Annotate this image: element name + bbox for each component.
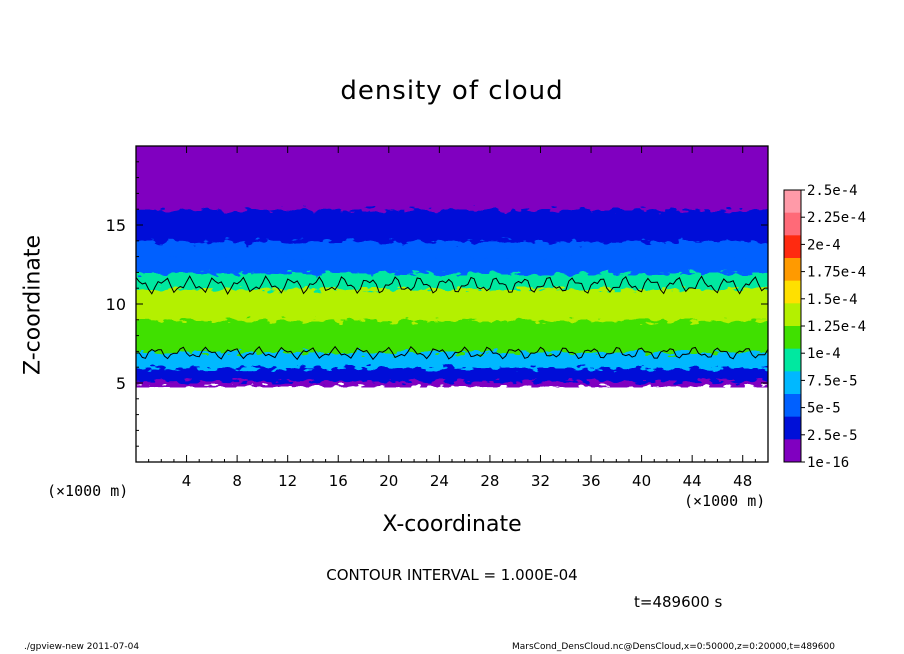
y-axis-label: Z-coordinate [20, 235, 46, 375]
colorbar-swatch [784, 190, 801, 214]
density-band [136, 380, 768, 388]
x-tick-label: 28 [480, 472, 499, 490]
chart-title: density of cloud [340, 76, 564, 106]
x-axis-label: X-coordinate [382, 512, 522, 537]
colorbar-swatch [784, 258, 801, 282]
colorbar-swatch [784, 416, 801, 440]
colorbar-swatch [784, 280, 801, 304]
y-tick-label: 10 [106, 295, 126, 314]
x-tick-label: 12 [278, 472, 297, 490]
colorbar-label: 2.25e-4 [807, 210, 866, 226]
density-band [136, 161, 768, 179]
density-band [136, 319, 768, 337]
density-band [136, 209, 768, 226]
colorbar-label: 2.5e-5 [807, 428, 858, 444]
contour-lines [136, 275, 768, 361]
footer-left: ./gpview-new 2011-07-04 [24, 642, 140, 652]
x-tick-label: 8 [232, 472, 242, 490]
x-tick-label: 36 [581, 472, 600, 490]
x-unit-label-right: (×1000 m) [684, 492, 766, 510]
colorbar-label: 7.5e-5 [807, 373, 858, 389]
density-band [136, 288, 768, 305]
x-tick-label: 48 [733, 472, 752, 490]
density-band [136, 272, 768, 290]
density-band [136, 193, 768, 211]
x-tick-label: 32 [531, 472, 550, 490]
x-tick-label: 20 [379, 472, 398, 490]
contour-line-upper [136, 275, 768, 295]
contour-interval-text: CONTOUR INTERVAL = 1.000E-04 [326, 566, 578, 584]
x-tick-label: 16 [329, 472, 348, 490]
colorbar-swatch [784, 235, 801, 259]
density-bands [136, 146, 768, 388]
colorbar-label: 5e-5 [807, 401, 841, 417]
contour-line-lower [136, 345, 768, 361]
colorbar-swatch [784, 212, 801, 236]
x-tick-label: 4 [182, 472, 192, 490]
time-label: t=489600 s [634, 593, 723, 611]
density-band [136, 304, 768, 321]
density-band [136, 367, 768, 382]
density-band [136, 225, 768, 242]
colorbar-label: 1.5e-4 [807, 292, 858, 308]
x-unit-label-left: (×1000 m) [47, 482, 129, 500]
x-tick-label: 40 [632, 472, 651, 490]
x-tick-label: 24 [430, 472, 449, 490]
density-band [136, 256, 768, 274]
y-tick-label: 15 [106, 216, 126, 235]
colorbar-label: 2.5e-4 [807, 183, 858, 199]
colorbar-label: 1.25e-4 [807, 319, 866, 335]
density-band [136, 177, 768, 195]
footer-right: MarsCond_DensCloud.nc@DensCloud,x=0:5000… [512, 642, 835, 652]
colorbar-label: 1.75e-4 [807, 265, 866, 281]
density-band [136, 240, 768, 258]
x-tick-label: 44 [683, 472, 702, 490]
colorbar-swatch [784, 348, 801, 372]
colorbar-swatch [784, 394, 801, 418]
colorbar-swatch [784, 303, 801, 327]
cloud-density-field [136, 146, 768, 388]
colorbar-swatch [784, 439, 801, 463]
colorbar-label: 2e-4 [807, 237, 841, 253]
colorbar: 2.5e-4 2.25e-4 2e-4 1.75e-4 1.5e-4 1.25e-4 1e-… [783, 183, 866, 471]
density-band [136, 335, 768, 353]
density-band [136, 146, 768, 163]
colorbar-label: 1e-4 [807, 346, 841, 362]
colorbar-label: 1e-16 [807, 455, 849, 471]
y-tick-label: 5 [116, 374, 126, 393]
colorbar-swatch [784, 371, 801, 395]
colorbar-swatch [784, 326, 801, 350]
